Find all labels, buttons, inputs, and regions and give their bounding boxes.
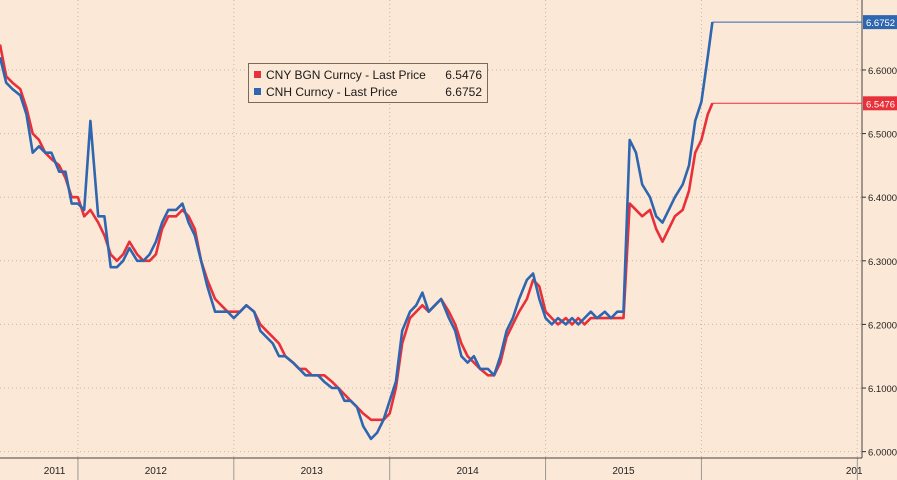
x-tick-label: 2013 — [301, 466, 324, 477]
legend-label-cnh: CNH Curncy - Last Price — [266, 84, 398, 99]
series-line-cnh — [0, 21, 714, 441]
y-tick-label: 6.6000 — [868, 66, 897, 77]
legend-swatch-cnh — [254, 88, 261, 95]
legend-item-cnh: CNH Curncy - Last Price 6.6752 — [254, 83, 482, 100]
last-price-tag-label: 6.5476 — [866, 99, 895, 110]
last-price-tag — [863, 96, 897, 111]
y-tick-label: 6.2000 — [868, 320, 897, 331]
last-price-tag-label: 6.6752 — [866, 18, 895, 29]
legend-value-cnh: 6.6752 — [445, 84, 482, 99]
legend-value-cny: 6.5476 — [445, 67, 482, 82]
y-tick-label: 6.0000 — [868, 448, 897, 459]
x-tick-label: 2015 — [612, 466, 635, 477]
y-tick-label: 6.1000 — [868, 384, 897, 395]
y-tick-label: 6.3000 — [868, 257, 897, 268]
x-tick-label: 2012 — [145, 466, 168, 477]
legend-label-cny: CNY BGN Curncy - Last Price — [266, 67, 426, 82]
y-tick-label: 6.5000 — [868, 130, 897, 141]
y-tick-label: 6.4000 — [868, 193, 897, 204]
legend-swatch-cny — [254, 71, 261, 78]
axis-ticks: 6.0000 6.1000 6.2000 6.3000 6.4000 6.5000 6.60… — [44, 66, 897, 477]
legend-item-cny: CNY BGN Curncy - Last Price 6.5476 — [254, 66, 482, 83]
x-tick-label: 2011 — [44, 466, 66, 477]
chart-legend: CNY BGN Curncy - Last Price 6.5476 CNH C… — [248, 63, 488, 103]
x-tick-label: 201 — [846, 466, 863, 477]
chart-axes — [0, 0, 863, 480]
chart-grid — [0, 0, 862, 458]
chart-series — [0, 21, 714, 441]
last-price-tags: 6.5476 6.6752 — [712, 15, 897, 111]
last-price-tag — [863, 15, 897, 30]
x-tick-label: 2014 — [457, 466, 480, 477]
